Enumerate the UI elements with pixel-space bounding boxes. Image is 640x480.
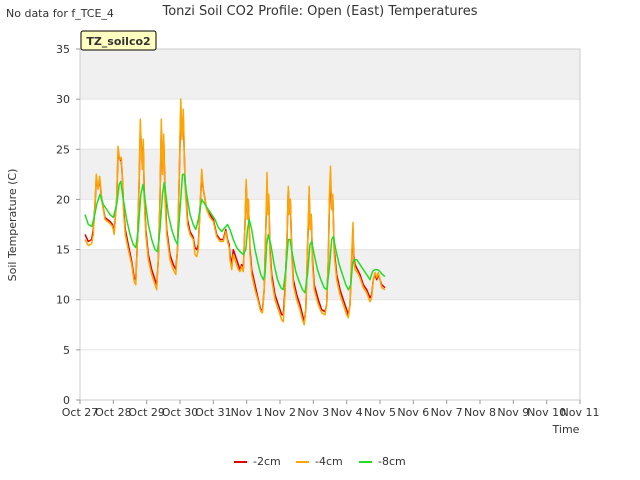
y-tick-label: 5 bbox=[63, 344, 70, 357]
x-tick-label: Nov 6 bbox=[397, 406, 429, 419]
x-tick-label: Oct 29 bbox=[128, 406, 165, 419]
legend: -2cm -4cm -8cm bbox=[234, 455, 406, 468]
x-tick-label: Nov 4 bbox=[331, 406, 363, 419]
legend-label-8cm: -8cm bbox=[378, 455, 406, 468]
x-tick-label: Nov 7 bbox=[431, 406, 463, 419]
y-tick-label: 20 bbox=[56, 193, 70, 206]
plot-frame bbox=[79, 48, 581, 401]
y-axis-label: Soil Temperature (C) bbox=[6, 169, 19, 282]
x-tick-label: Nov 2 bbox=[264, 406, 296, 419]
x-tick-label: Oct 27 bbox=[62, 406, 99, 419]
y-tick-label: 30 bbox=[56, 93, 70, 106]
x-tick-label: Oct 28 bbox=[95, 406, 132, 419]
x-tick-label: Nov 3 bbox=[297, 406, 329, 419]
x-tick-label: Nov 5 bbox=[364, 406, 396, 419]
series-layer bbox=[84, 98, 386, 326]
no-data-note: No data for f_TCE_4 bbox=[6, 7, 114, 20]
x-tick-label: Nov 1 bbox=[231, 406, 263, 419]
y-axis-ticks: 0 5 10 15 20 25 30 35 bbox=[56, 43, 80, 407]
x-tick-label: Nov 8 bbox=[464, 406, 496, 419]
x-axis-label: Time bbox=[552, 423, 580, 436]
series-badge: TZ_soilco2 bbox=[80, 30, 157, 51]
x-tick-label: Nov 11 bbox=[561, 406, 600, 419]
series-badge-label: TZ_soilco2 bbox=[86, 35, 150, 48]
series-line-4cm bbox=[84, 98, 386, 326]
series-badge-box bbox=[80, 30, 157, 51]
grid-band-2 bbox=[80, 49, 580, 100]
legend-item-2cm: -2cm bbox=[234, 455, 281, 468]
x-tick-label: Nov 10 bbox=[527, 406, 566, 419]
y-tick-label: 10 bbox=[56, 294, 70, 307]
series-line-8cm bbox=[84, 173, 386, 294]
x-tick-label: Nov 9 bbox=[497, 406, 529, 419]
legend-label-4cm: -4cm bbox=[315, 455, 343, 468]
y-tick-label: 35 bbox=[56, 43, 70, 56]
legend-item-8cm: -8cm bbox=[359, 455, 406, 468]
x-tick-label: Oct 30 bbox=[162, 406, 199, 419]
chart-title: Tonzi Soil CO2 Profile: Open (East) Temp… bbox=[161, 4, 477, 19]
y-tick-label: 15 bbox=[56, 244, 70, 257]
y-tick-label: 25 bbox=[56, 143, 70, 156]
legend-label-2cm: -2cm bbox=[253, 455, 281, 468]
y-tick-label: 0 bbox=[63, 394, 70, 407]
legend-item-4cm: -4cm bbox=[296, 455, 343, 468]
x-tick-label: Oct 31 bbox=[195, 406, 232, 419]
